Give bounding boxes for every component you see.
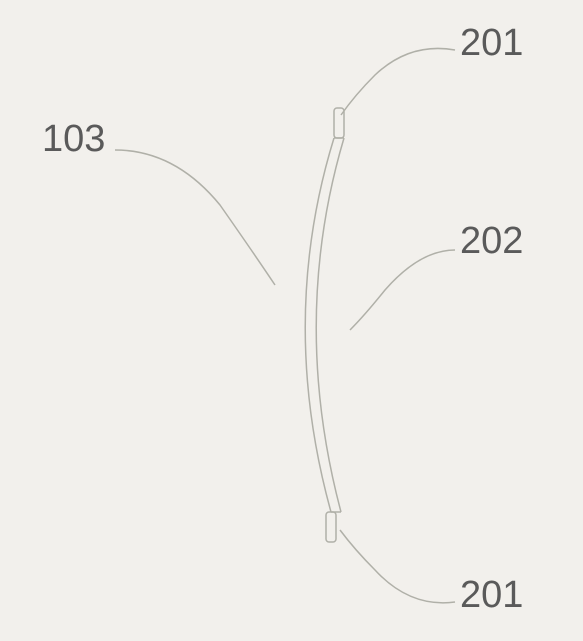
leader-lines-group (115, 48, 455, 602)
leader-201-top (341, 48, 455, 115)
diagram-container: 201 103 202 201 (0, 0, 583, 636)
leader-201-bottom (340, 530, 455, 603)
label-201-top: 201 (460, 22, 523, 65)
bottom-peg (326, 512, 336, 542)
label-103: 103 (42, 118, 105, 161)
label-201-bottom: 201 (460, 574, 523, 617)
diagram-svg (0, 0, 583, 636)
leader-202 (350, 250, 455, 330)
main-shape-group (305, 108, 344, 542)
label-202: 202 (460, 220, 523, 263)
leader-103 (115, 150, 275, 285)
curve-right (316, 138, 344, 512)
